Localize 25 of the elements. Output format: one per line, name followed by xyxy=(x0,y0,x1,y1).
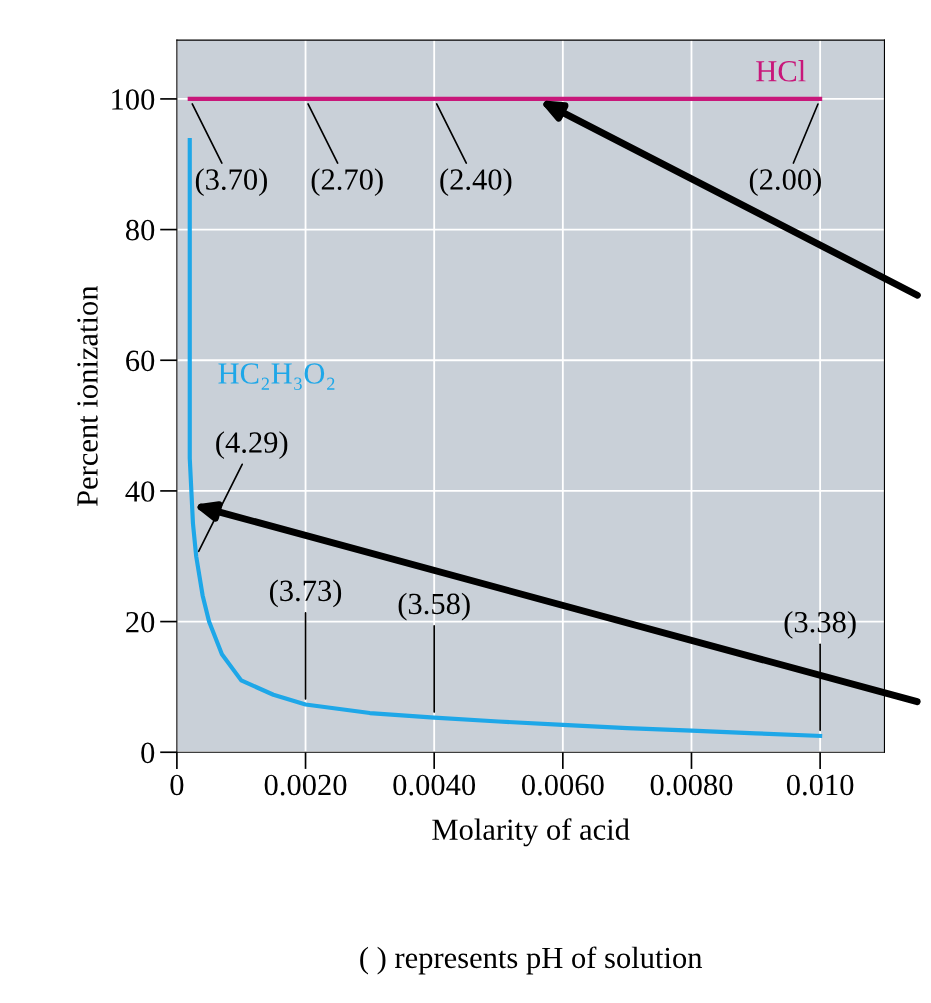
y-tick-label: 100 xyxy=(112,89,155,110)
x-tick-label: 0.0060 xyxy=(521,774,604,796)
annotation: (3.58) xyxy=(398,592,470,621)
text: ( ) represents pH of solution xyxy=(360,946,703,975)
series-label: HCl xyxy=(756,60,806,82)
x-tick-label: 0.0080 xyxy=(650,774,733,796)
annotation: (3.38) xyxy=(784,610,856,639)
y-tick-label: 0 xyxy=(141,742,155,764)
y-tick-label: 40 xyxy=(125,481,155,502)
annotation: (2.40) xyxy=(440,168,512,197)
y-tick-label: 20 xyxy=(126,611,155,633)
x-axis-title: Molarity of acid xyxy=(432,818,630,847)
y-axis-title: Percent ionization xyxy=(77,285,98,507)
x-tick-label: 0 xyxy=(170,774,184,796)
annotation: (2.70) xyxy=(311,168,383,197)
annotation: (3.73) xyxy=(269,579,342,608)
x-tick-label: 0.0040 xyxy=(393,774,476,796)
series-label: HC₂H₃O₂ xyxy=(218,363,335,390)
y-tick-label: 60 xyxy=(126,350,155,372)
x-tick-label: 0.010 xyxy=(786,774,854,796)
annotation: (4.29) xyxy=(216,431,288,460)
x-tick-label: 0.0020 xyxy=(264,774,347,796)
annotation: (2.00) xyxy=(749,168,821,197)
annotation: (3.70) xyxy=(195,168,267,197)
y-tick-label: 80 xyxy=(125,219,155,241)
